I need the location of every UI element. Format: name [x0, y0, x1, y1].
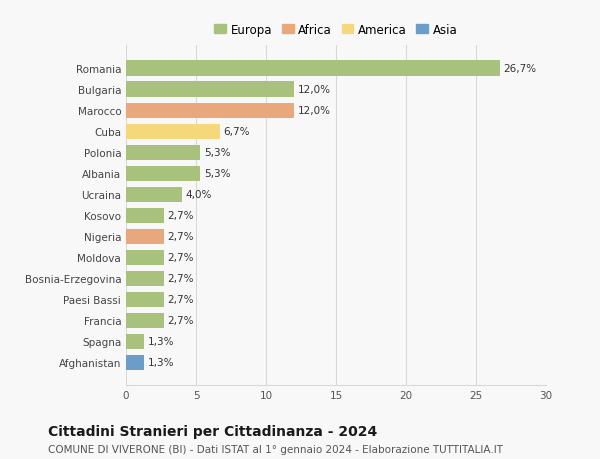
Text: 12,0%: 12,0%: [298, 106, 331, 116]
Text: 4,0%: 4,0%: [185, 190, 212, 200]
Text: 2,7%: 2,7%: [167, 253, 194, 263]
Bar: [126, 313, 164, 328]
Bar: [126, 292, 164, 307]
Bar: [126, 187, 182, 202]
Legend: Europa, Africa, America, Asia: Europa, Africa, America, Asia: [212, 21, 460, 39]
Text: 6,7%: 6,7%: [223, 127, 250, 137]
Text: 12,0%: 12,0%: [298, 85, 331, 95]
Bar: [126, 103, 294, 118]
Text: 5,3%: 5,3%: [204, 148, 230, 158]
Bar: [126, 166, 200, 181]
Bar: [126, 62, 500, 77]
Text: 1,3%: 1,3%: [148, 358, 174, 368]
Text: 2,7%: 2,7%: [167, 211, 194, 221]
Bar: [126, 145, 200, 160]
Text: 2,7%: 2,7%: [167, 316, 194, 325]
Bar: [126, 271, 164, 286]
Bar: [126, 334, 144, 349]
Bar: [126, 82, 294, 97]
Text: 2,7%: 2,7%: [167, 274, 194, 284]
Bar: [126, 124, 220, 140]
Text: COMUNE DI VIVERONE (BI) - Dati ISTAT al 1° gennaio 2024 - Elaborazione TUTTITALI: COMUNE DI VIVERONE (BI) - Dati ISTAT al …: [48, 444, 503, 454]
Bar: [126, 208, 164, 223]
Text: 2,7%: 2,7%: [167, 232, 194, 242]
Text: 26,7%: 26,7%: [503, 64, 536, 74]
Bar: [126, 355, 144, 370]
Text: Cittadini Stranieri per Cittadinanza - 2024: Cittadini Stranieri per Cittadinanza - 2…: [48, 425, 377, 438]
Text: 5,3%: 5,3%: [204, 169, 230, 179]
Text: 2,7%: 2,7%: [167, 295, 194, 305]
Bar: [126, 250, 164, 265]
Text: 1,3%: 1,3%: [148, 336, 174, 347]
Bar: [126, 229, 164, 244]
